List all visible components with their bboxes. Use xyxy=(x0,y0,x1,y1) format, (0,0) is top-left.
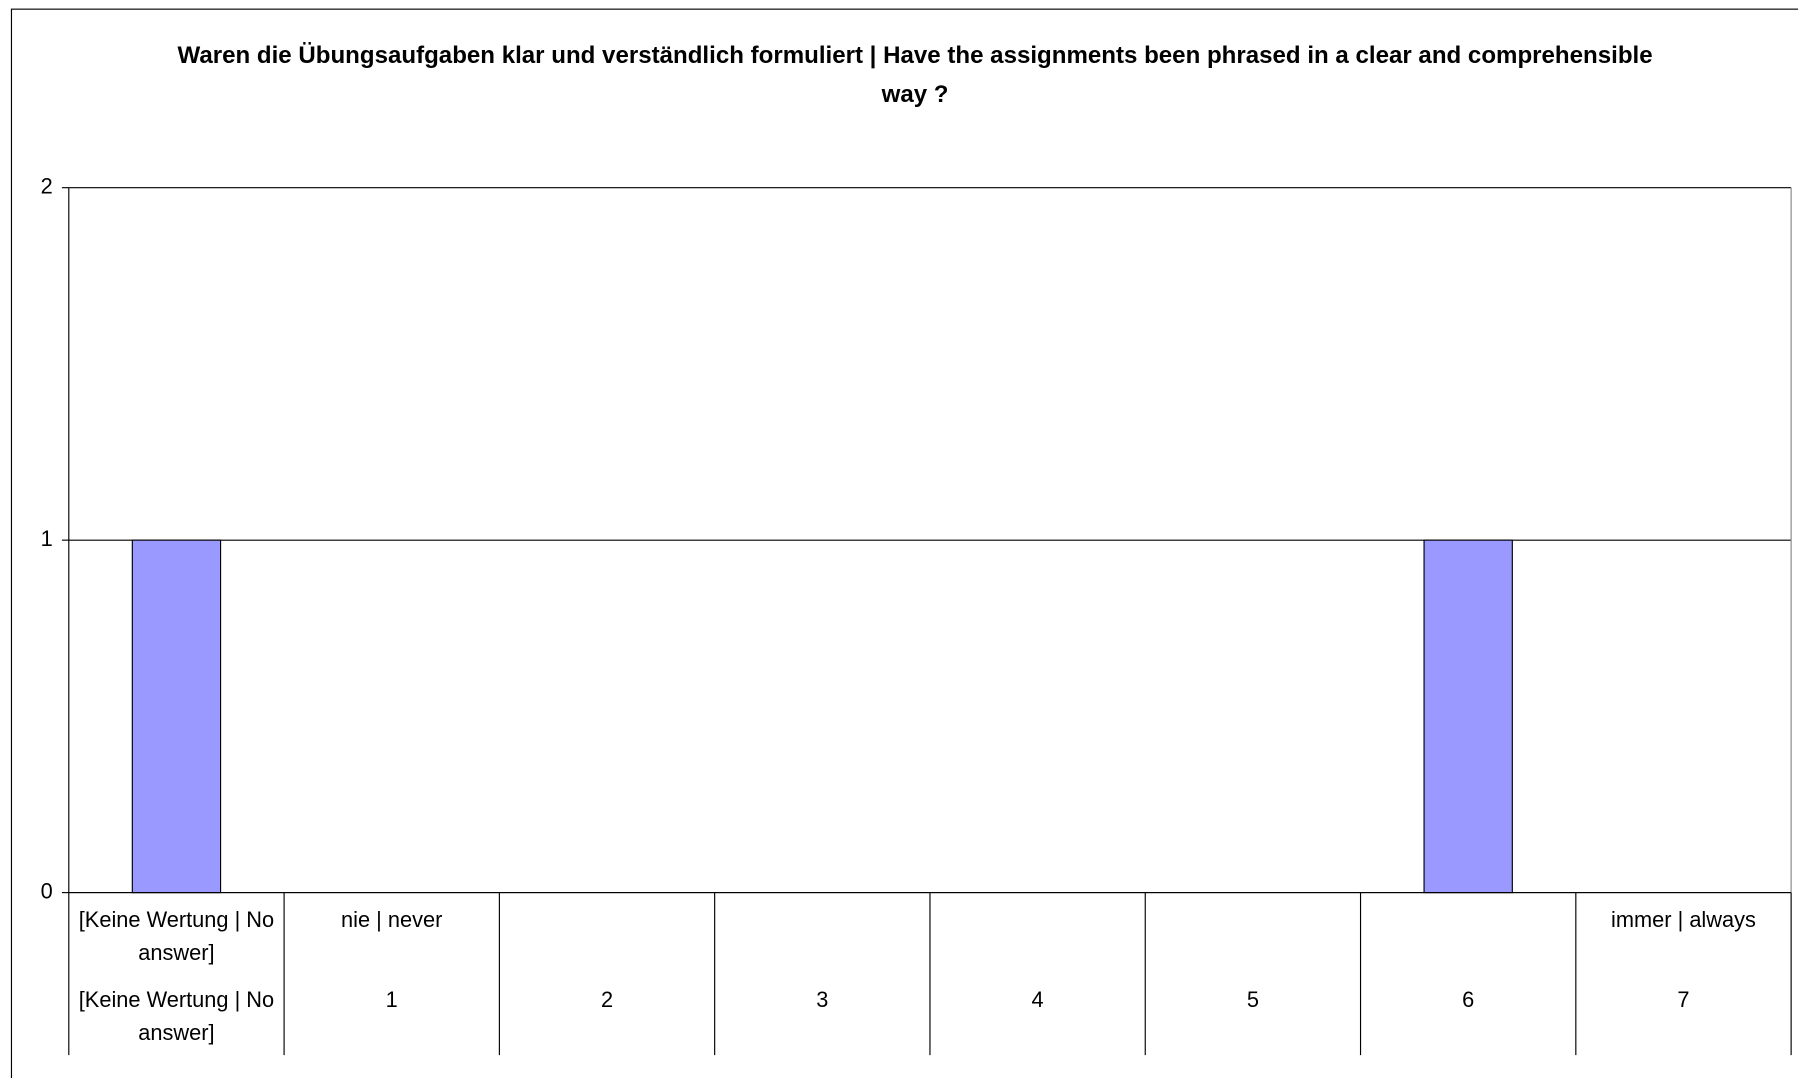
y-tick-label: 0 xyxy=(41,878,53,903)
x-tick-label: 5 xyxy=(1246,988,1259,1013)
scale-label-box: [Keine Wertung | No answer] xyxy=(78,908,275,966)
scale-label: immer | always xyxy=(1611,908,1756,933)
scale-label: [Keine Wertung | No answer] xyxy=(78,908,275,966)
scale-label: nie | never xyxy=(341,908,443,933)
chart-title-box: Waren die Übungsaufgaben klar und verstä… xyxy=(177,42,1653,108)
x-tick-label: [Keine Wertung | No answer] xyxy=(78,988,275,1046)
y-tick-label: 2 xyxy=(41,173,53,198)
x-tick-label-box: 3 xyxy=(816,988,829,1013)
x-tick-label-box: 6 xyxy=(1462,988,1475,1013)
x-tick-label-box: 2 xyxy=(600,988,614,1013)
y-tick-label: 1 xyxy=(41,526,53,551)
x-tick-label-box: 1 xyxy=(385,988,398,1013)
x-tick-label: 4 xyxy=(1031,988,1044,1013)
x-tick-label: 3 xyxy=(816,988,829,1013)
x-tick-label-box: 5 xyxy=(1246,988,1259,1013)
scale-label-box: immer | always xyxy=(1611,908,1756,933)
x-tick-label: 2 xyxy=(600,988,614,1013)
x-tick-label: 6 xyxy=(1462,988,1475,1013)
scale-label-box: nie | never xyxy=(341,908,443,933)
x-tick-label: 7 xyxy=(1677,988,1690,1013)
bar xyxy=(1423,539,1513,894)
x-tick-label: 1 xyxy=(385,988,398,1013)
x-tick-label-box: [Keine Wertung | No answer] xyxy=(78,988,275,1046)
x-tick-label-box: 4 xyxy=(1031,988,1044,1013)
x-tick-label-box: 7 xyxy=(1677,988,1690,1013)
chart-title: Waren die Übungsaufgaben klar und verstä… xyxy=(177,42,1653,108)
bar xyxy=(131,539,222,894)
